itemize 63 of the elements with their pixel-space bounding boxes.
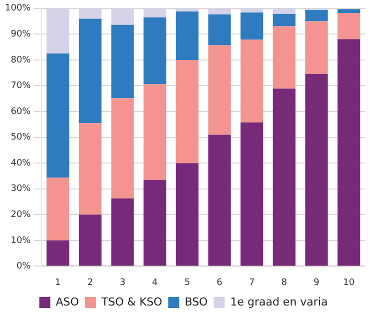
bar [272,26,296,89]
bar [240,122,264,266]
bar [144,180,166,266]
x-tick-label: 10 [343,278,355,288]
bar [46,178,70,240]
bar [144,17,166,84]
x-tick-label: 5 [184,278,190,288]
y-tick-label: 50% [10,132,32,143]
bar [272,88,296,266]
bar [144,84,166,180]
y-tick-label: 60% [10,106,32,117]
legend-label: 1e graad en varia [230,295,328,308]
x-tick-label: 6 [216,278,223,288]
y-tick-label: 20% [10,210,32,220]
bar [305,21,328,74]
bar [272,14,296,26]
x-tick-label: 4 [152,278,158,288]
bar [111,24,134,98]
y-tick-label: 40% [10,158,32,168]
bar [176,8,199,12]
x-tick-label: 9 [314,278,320,288]
legend-label: BSO [184,295,208,308]
bar [305,10,328,22]
bar [338,39,360,266]
legend-label: ASO [56,295,80,308]
legend-label: TSO & KSO [100,295,163,308]
bar [338,13,360,40]
x-tick-label: 1 [55,278,61,288]
bar [176,11,199,60]
bar [208,14,231,46]
bar [272,8,296,14]
x-tick-label: 8 [281,278,288,288]
bar [78,8,102,19]
bar [78,18,102,124]
bar [176,163,199,266]
bar [46,8,70,54]
bar [46,240,70,266]
bar [78,214,102,266]
y-tick-label: 10% [10,236,32,246]
bar [240,8,264,13]
x-tick-label: 3 [120,278,126,288]
bar [208,45,231,135]
bar [78,123,102,215]
bar [111,98,134,198]
bar [111,8,134,25]
bar [305,74,328,266]
bar [111,198,134,266]
bar [46,54,70,178]
y-tick-label: 80% [10,55,32,66]
bar [240,12,264,40]
y-tick-label: 0% [16,262,32,272]
bar [240,40,264,122]
bar [144,8,166,18]
y-tick-label: 30% [10,184,32,194]
x-tick-label: 7 [248,278,255,288]
bar [208,8,231,14]
bar [176,60,199,164]
y-tick-label: 100% [4,4,32,14]
bar [208,134,231,266]
y-tick-label: 90% [10,30,32,40]
x-tick-label: 2 [87,278,94,288]
y-tick-label: 70% [10,81,32,92]
bar [338,9,360,14]
